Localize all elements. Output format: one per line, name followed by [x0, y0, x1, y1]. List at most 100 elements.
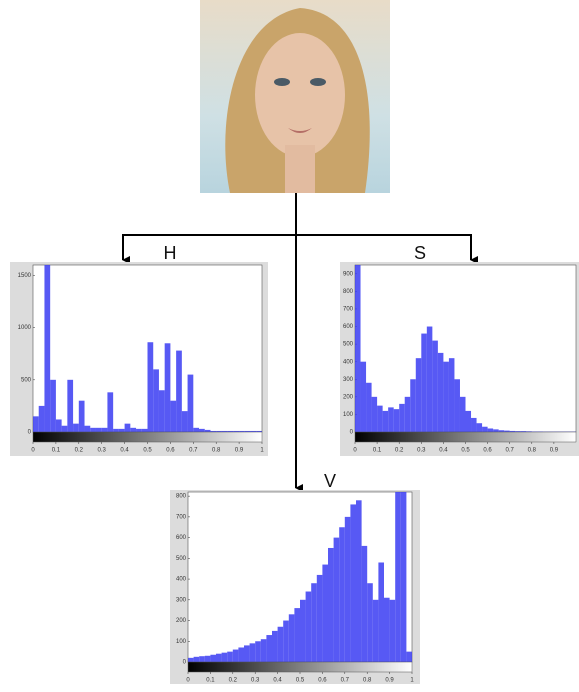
y-tick-label: 400	[176, 577, 187, 583]
y-tick-label: 200	[176, 618, 187, 624]
bar	[362, 546, 368, 662]
bar	[233, 650, 239, 662]
bar	[317, 575, 323, 662]
bar	[443, 362, 449, 432]
y-tick-label: 500	[21, 377, 32, 383]
bar	[227, 652, 233, 662]
bar	[390, 600, 396, 662]
bar	[449, 358, 455, 432]
bar	[355, 265, 361, 432]
bar	[205, 430, 211, 432]
colorbar	[355, 432, 576, 442]
bar	[62, 426, 68, 432]
bar	[67, 380, 73, 432]
bar	[255, 641, 261, 662]
bar	[210, 655, 216, 662]
y-tick-label: 300	[343, 377, 354, 383]
bar	[216, 654, 222, 662]
bar	[388, 407, 394, 432]
x-tick-label: 0.5	[296, 678, 305, 684]
bar	[188, 658, 194, 662]
bar	[350, 504, 356, 662]
x-tick-label: 0.1	[373, 448, 382, 454]
bar	[410, 379, 416, 432]
x-tick-label: 0.5	[143, 448, 152, 454]
bar	[383, 411, 389, 432]
bar	[102, 428, 108, 432]
y-tick-label: 600	[176, 535, 187, 541]
bar	[399, 404, 405, 432]
y-tick-label: 700	[343, 307, 354, 313]
bar	[283, 621, 289, 662]
bar	[311, 583, 317, 662]
bar	[339, 527, 345, 662]
photo	[200, 0, 390, 193]
x-tick-label: 0.2	[395, 448, 404, 454]
bar	[306, 592, 312, 662]
bar	[193, 428, 199, 432]
bar	[372, 397, 378, 432]
channel-label: H	[164, 243, 177, 263]
bar	[33, 416, 39, 432]
bar	[44, 265, 50, 432]
bar	[244, 645, 250, 662]
channel-label: V	[324, 471, 336, 491]
bar	[361, 362, 367, 432]
bar	[378, 562, 384, 662]
bar	[322, 565, 328, 662]
y-tick-label: 300	[176, 597, 187, 603]
bar	[176, 351, 182, 432]
bar	[466, 411, 472, 432]
bar	[119, 429, 125, 432]
bar	[266, 635, 272, 662]
x-tick-label: 0.9	[385, 678, 394, 684]
y-tick-label: 100	[176, 639, 187, 645]
y-tick-label: 400	[343, 359, 354, 365]
y-tick-label: 200	[343, 394, 354, 400]
x-tick-label: 0.7	[189, 448, 198, 454]
x-tick-label: 0.8	[212, 448, 221, 454]
bar	[170, 401, 176, 432]
bar	[96, 428, 102, 432]
bar	[142, 429, 148, 432]
bar	[416, 358, 422, 432]
bar	[261, 639, 267, 662]
bar	[85, 426, 91, 432]
bar	[367, 583, 373, 662]
bar	[384, 598, 390, 662]
x-tick-label: 0.8	[528, 448, 537, 454]
x-tick-label: 0.2	[229, 678, 238, 684]
x-tick-label: 0.6	[318, 678, 327, 684]
bar	[50, 380, 56, 432]
bar	[432, 341, 438, 432]
bar	[90, 428, 96, 432]
bar	[39, 406, 45, 432]
bar	[294, 608, 300, 662]
bar	[488, 428, 494, 432]
bar	[438, 353, 444, 432]
bar	[107, 392, 113, 432]
y-tick-label: 900	[343, 271, 354, 277]
bar	[300, 600, 306, 662]
bar	[499, 430, 505, 432]
bar	[159, 390, 165, 432]
y-tick-label: 600	[343, 324, 354, 330]
bar	[153, 369, 159, 432]
bar	[328, 548, 334, 662]
bar	[493, 429, 499, 432]
bar	[165, 343, 171, 432]
x-tick-label: 0.7	[506, 448, 515, 454]
bar	[148, 342, 154, 432]
bar	[421, 334, 427, 432]
y-tick-label: 800	[343, 289, 354, 295]
bar	[377, 406, 383, 432]
x-tick-label: 0.3	[98, 448, 107, 454]
bar	[199, 429, 205, 432]
y-tick-label: 700	[176, 514, 187, 520]
bar	[222, 653, 228, 662]
bar	[125, 424, 131, 432]
bar	[113, 429, 119, 432]
bar	[199, 656, 205, 662]
bar	[405, 397, 411, 432]
